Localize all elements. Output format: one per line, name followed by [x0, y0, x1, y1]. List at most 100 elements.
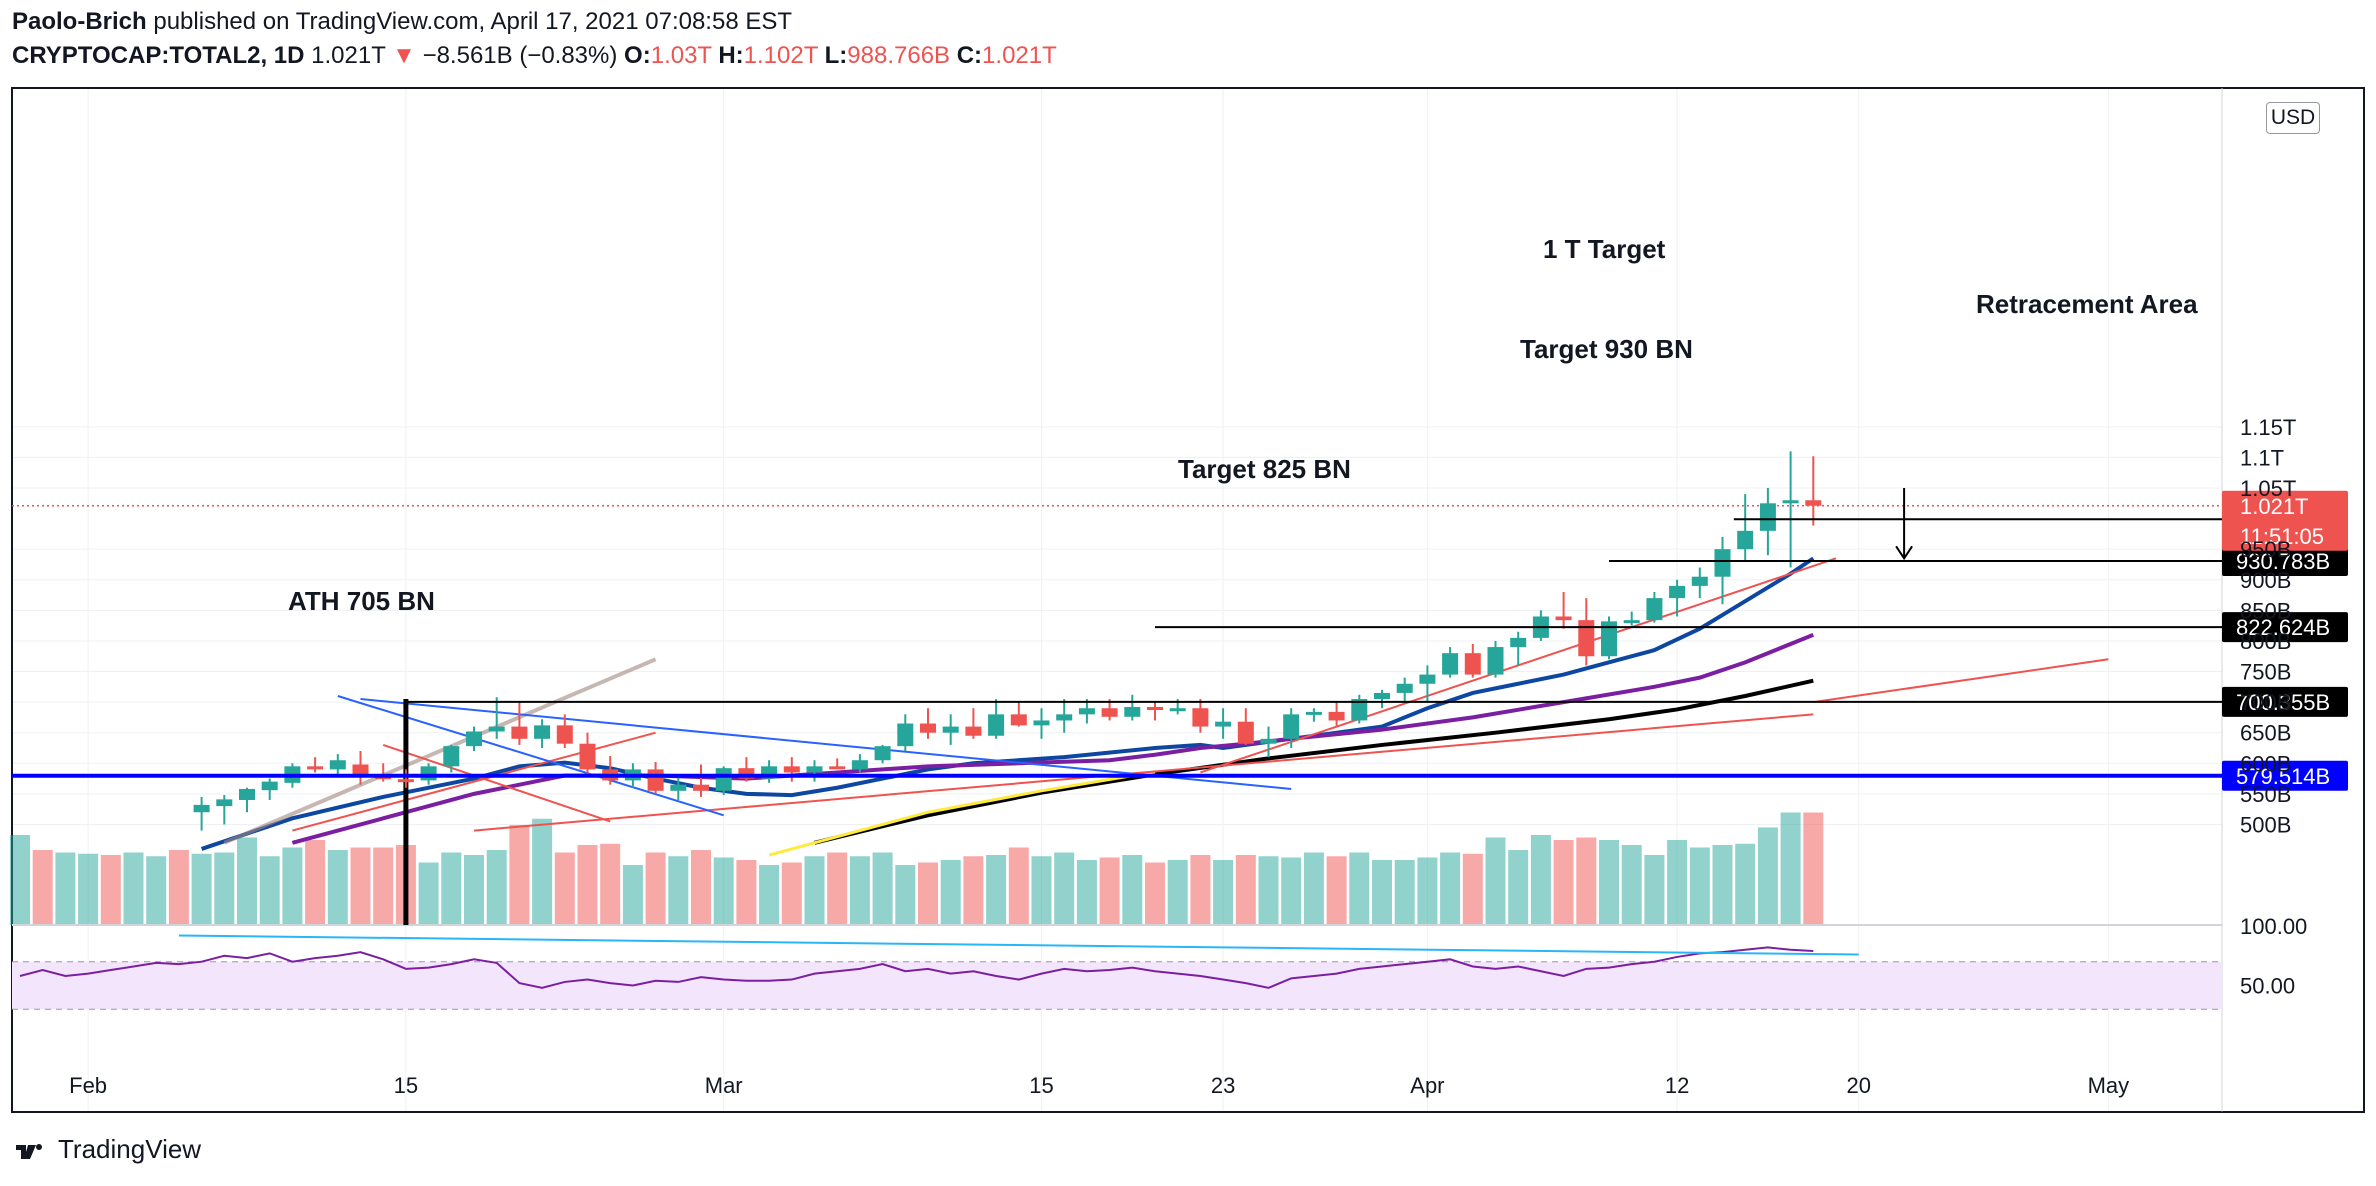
volume-bar — [622, 865, 643, 925]
annotation-label: Target 825 BN — [1178, 454, 1351, 484]
annotation-label: ATH 705 BN — [288, 586, 435, 616]
ema-fast-line — [200, 556, 1815, 851]
volume-bar — [1485, 837, 1506, 925]
x-tick-label: Feb — [69, 1073, 107, 1098]
author-name: Paolo-Brich — [12, 8, 147, 35]
low-label: L: — [824, 42, 848, 69]
volume-bar — [1099, 857, 1120, 925]
volume-bar — [1190, 855, 1211, 925]
candle-body — [1510, 637, 1527, 648]
y-tick-label: 600B — [2240, 751, 2291, 776]
level-label: 930.783B — [2236, 549, 2330, 574]
x-tick-label: Mar — [705, 1073, 743, 1098]
volume-bar — [1031, 856, 1052, 925]
candle-body — [239, 788, 255, 800]
candle-body — [1033, 720, 1050, 726]
candle-body — [1442, 653, 1459, 675]
currency-badge[interactable]: USD — [2266, 102, 2320, 134]
candle-body — [1328, 711, 1345, 721]
grid — [11, 87, 2365, 1113]
level-label: 700.355B — [2236, 690, 2330, 715]
candle-body — [511, 726, 528, 739]
volume-bar — [1576, 837, 1597, 925]
candles — [193, 451, 1822, 831]
volume-bar — [600, 843, 621, 925]
level-label: 822.624B — [2236, 615, 2330, 640]
y-tick-label: 500B — [2240, 812, 2291, 837]
volume-bar — [32, 850, 53, 925]
candle-body — [1260, 738, 1277, 744]
rsi-pane: 50.00 100.00 — [12, 914, 2307, 1010]
y-tick-label: 900B — [2240, 568, 2291, 593]
x-tick-label: May — [2088, 1073, 2130, 1098]
candle-body — [1192, 708, 1209, 727]
volume-bar — [168, 850, 189, 925]
candle-body — [534, 725, 551, 739]
price-levels: 998.996B930.783B822.624B700.355B579.514B… — [12, 490, 2348, 791]
volume-bar — [259, 856, 280, 925]
volume-bar — [1326, 856, 1347, 925]
publish-text: published on TradingView.com, April 17, … — [153, 8, 793, 35]
volume-bar — [486, 850, 507, 925]
y-tick-label: 1.1T — [2240, 445, 2284, 470]
volume-bar — [849, 856, 870, 925]
volume-bar — [827, 852, 848, 925]
annotation-label: Retracement Area — [1976, 289, 2198, 319]
candle-body — [670, 784, 687, 791]
volume-bar — [532, 818, 553, 925]
candle-body — [1169, 708, 1186, 712]
candle-body — [1215, 721, 1232, 727]
volume-bar — [1462, 853, 1483, 925]
volume-bar — [1213, 860, 1234, 925]
candle-body — [897, 723, 914, 747]
volume-bar — [350, 847, 371, 925]
volume-bar — [963, 856, 984, 925]
level-tag — [2222, 760, 2348, 791]
y-tick-label: 1.05T — [2240, 476, 2296, 501]
candle-body — [1010, 714, 1027, 726]
candle-body — [829, 766, 846, 770]
volume-bar — [1508, 850, 1529, 925]
candle-body — [1737, 530, 1754, 550]
price-change: −8.561B (−0.83%) — [422, 42, 618, 69]
high-value: 1.102T — [743, 42, 818, 69]
candle-body — [193, 804, 210, 813]
volume-bar — [736, 860, 757, 925]
volume-bar — [100, 855, 121, 925]
candle-body — [1691, 576, 1708, 586]
last-price-tag — [2222, 490, 2348, 551]
volume-bar — [1803, 812, 1824, 925]
y-tick-label: 650B — [2240, 721, 2291, 746]
y-tick-label: 700B — [2240, 690, 2291, 715]
last-price-label: 1.021T — [2240, 494, 2309, 519]
high-label: H: — [718, 42, 744, 69]
volume-bar — [804, 856, 825, 925]
volume-bar — [1167, 860, 1188, 925]
candle-body — [942, 726, 959, 733]
last-price: 1.021T — [311, 42, 386, 69]
y-tick-label: 1.15T — [2240, 415, 2296, 440]
volume-bar — [1076, 860, 1097, 925]
y-tick-label: 550B — [2240, 782, 2291, 807]
ohlc-legend: CRYPTOCAP:TOTAL2, 1D 1.021T ▼ −8.561B (−… — [12, 42, 1057, 70]
volume-bar — [872, 852, 893, 925]
low-value: 988.766B — [847, 42, 951, 69]
volume-bar — [713, 857, 734, 925]
volume-bar — [940, 860, 961, 925]
level-tag — [2222, 545, 2348, 576]
candle-body — [261, 781, 278, 791]
level-label: 579.514B — [2236, 764, 2330, 789]
volume-bar — [237, 837, 257, 925]
candle-body — [556, 725, 573, 744]
candle-body — [1351, 699, 1368, 721]
candle-body — [307, 766, 324, 770]
rsi-tick-label: 100.00 — [2240, 914, 2307, 939]
candle-body — [1601, 621, 1617, 657]
tradingview-branding[interactable]: TradingView — [14, 1134, 201, 1165]
symbol-label: CRYPTOCAP:TOTAL2, 1D — [12, 42, 305, 69]
level-tag — [2222, 686, 2348, 717]
candle-body — [466, 731, 482, 747]
candle-body — [420, 766, 437, 781]
annotation-label: Target 930 BN — [1520, 334, 1693, 364]
